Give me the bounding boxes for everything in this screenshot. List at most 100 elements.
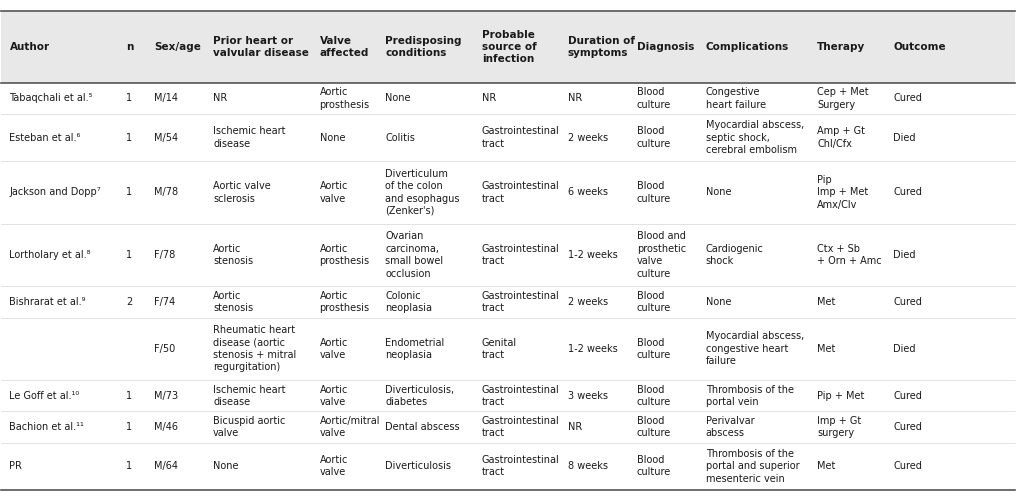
Text: Imp + Gt
surgery: Imp + Gt surgery xyxy=(817,416,862,438)
Text: Colitis: Colitis xyxy=(385,132,416,142)
Text: Aortic
valve: Aortic valve xyxy=(320,384,347,407)
Text: Cured: Cured xyxy=(893,297,922,307)
Text: Diagnosis: Diagnosis xyxy=(637,42,694,52)
Text: Aortic
valve: Aortic valve xyxy=(320,455,347,478)
Text: M/78: M/78 xyxy=(154,187,179,197)
Text: 8 weeks: 8 weeks xyxy=(568,461,608,471)
Text: Aortic
prosthesis: Aortic prosthesis xyxy=(320,244,370,266)
Text: Complications: Complications xyxy=(705,42,788,52)
Text: Met: Met xyxy=(817,297,835,307)
Text: Aortic valve
sclerosis: Aortic valve sclerosis xyxy=(213,181,271,203)
Text: Cured: Cured xyxy=(893,461,922,471)
Text: None: None xyxy=(213,461,239,471)
Text: Myocardial abscess,
congestive heart
failure: Myocardial abscess, congestive heart fai… xyxy=(705,331,804,366)
Text: Cured: Cured xyxy=(893,187,922,197)
Text: Lortholary et al.⁸: Lortholary et al.⁸ xyxy=(9,250,91,260)
Text: F/74: F/74 xyxy=(154,297,176,307)
Text: Blood and
prosthetic
valve
culture: Blood and prosthetic valve culture xyxy=(637,231,686,279)
Text: Probable
source of
infection: Probable source of infection xyxy=(482,30,536,64)
Text: Cardiogenic
shock: Cardiogenic shock xyxy=(705,244,763,266)
Text: Sex/age: Sex/age xyxy=(154,42,201,52)
Text: Gastrointestinal
tract: Gastrointestinal tract xyxy=(482,244,560,266)
Text: Diverticulosis,
diabetes: Diverticulosis, diabetes xyxy=(385,384,454,407)
Text: Gastrointestinal
tract: Gastrointestinal tract xyxy=(482,126,560,149)
Text: Thrombosis of the
portal vein: Thrombosis of the portal vein xyxy=(705,384,793,407)
Text: Tabaqchali et al.⁵: Tabaqchali et al.⁵ xyxy=(9,93,93,104)
Text: Blood
culture: Blood culture xyxy=(637,338,671,360)
Text: 2: 2 xyxy=(126,297,132,307)
Text: M/14: M/14 xyxy=(154,93,179,104)
Text: Blood
culture: Blood culture xyxy=(637,181,671,203)
Text: Ovarian
carcinoma,
small bowel
occlusion: Ovarian carcinoma, small bowel occlusion xyxy=(385,231,444,279)
Text: Cep + Met
Surgery: Cep + Met Surgery xyxy=(817,87,869,110)
Text: Blood
culture: Blood culture xyxy=(637,416,671,438)
Text: Jackson and Dopp⁷: Jackson and Dopp⁷ xyxy=(9,187,102,197)
Bar xyxy=(1,11,1015,83)
Text: None: None xyxy=(385,93,410,104)
Text: Gastrointestinal
tract: Gastrointestinal tract xyxy=(482,455,560,478)
Text: 1-2 weeks: 1-2 weeks xyxy=(568,344,618,354)
Text: Diverticulosis: Diverticulosis xyxy=(385,461,451,471)
Text: Pip + Met: Pip + Met xyxy=(817,391,865,401)
Text: Predisposing
conditions: Predisposing conditions xyxy=(385,36,462,58)
Text: Ischemic heart
disease: Ischemic heart disease xyxy=(213,384,285,407)
Text: Blood
culture: Blood culture xyxy=(637,455,671,478)
Text: None: None xyxy=(320,132,345,142)
Text: 1: 1 xyxy=(126,132,132,142)
Text: Duration of
symptoms: Duration of symptoms xyxy=(568,36,635,58)
Text: Le Goff et al.¹⁰: Le Goff et al.¹⁰ xyxy=(9,391,79,401)
Text: Met: Met xyxy=(817,344,835,354)
Text: Blood
culture: Blood culture xyxy=(637,291,671,313)
Text: M/64: M/64 xyxy=(154,461,179,471)
Text: Aortic
prosthesis: Aortic prosthesis xyxy=(320,87,370,110)
Text: Colonic
neoplasia: Colonic neoplasia xyxy=(385,291,433,313)
Text: NR: NR xyxy=(482,93,496,104)
Text: Prior heart or
valvular disease: Prior heart or valvular disease xyxy=(213,36,309,58)
Text: Gastrointestinal
tract: Gastrointestinal tract xyxy=(482,181,560,203)
Text: Esteban et al.⁶: Esteban et al.⁶ xyxy=(9,132,81,142)
Text: Outcome: Outcome xyxy=(893,42,946,52)
Text: Bachion et al.¹¹: Bachion et al.¹¹ xyxy=(9,422,84,432)
Text: 1: 1 xyxy=(126,187,132,197)
Text: Gastrointestinal
tract: Gastrointestinal tract xyxy=(482,291,560,313)
Text: Died: Died xyxy=(893,344,915,354)
Text: Aortic/mitral
valve: Aortic/mitral valve xyxy=(320,416,380,438)
Text: NR: NR xyxy=(213,93,228,104)
Text: 1: 1 xyxy=(126,391,132,401)
Text: Blood
culture: Blood culture xyxy=(637,87,671,110)
Text: Author: Author xyxy=(9,42,50,52)
Text: Aortic
prosthesis: Aortic prosthesis xyxy=(320,291,370,313)
Text: None: None xyxy=(705,187,732,197)
Text: Cured: Cured xyxy=(893,93,922,104)
Text: Pip
Imp + Met
Amx/Clv: Pip Imp + Met Amx/Clv xyxy=(817,175,869,210)
Text: 2 weeks: 2 weeks xyxy=(568,132,608,142)
Text: Met: Met xyxy=(817,461,835,471)
Text: Bishrarat et al.⁹: Bishrarat et al.⁹ xyxy=(9,297,86,307)
Text: PR: PR xyxy=(9,461,22,471)
Text: Therapy: Therapy xyxy=(817,42,866,52)
Text: Aortic
stenosis: Aortic stenosis xyxy=(213,291,253,313)
Text: Myocardial abscess,
septic shock,
cerebral embolism: Myocardial abscess, septic shock, cerebr… xyxy=(705,120,804,155)
Text: 2 weeks: 2 weeks xyxy=(568,297,608,307)
Text: Bicuspid aortic
valve: Bicuspid aortic valve xyxy=(213,416,285,438)
Text: Gastrointestinal
tract: Gastrointestinal tract xyxy=(482,384,560,407)
Text: M/54: M/54 xyxy=(154,132,179,142)
Text: NR: NR xyxy=(568,93,582,104)
Text: NR: NR xyxy=(568,422,582,432)
Text: Endometrial
neoplasia: Endometrial neoplasia xyxy=(385,338,445,360)
Text: Ctx + Sb
+ Orn + Amc: Ctx + Sb + Orn + Amc xyxy=(817,244,882,266)
Text: Thrombosis of the
portal and superior
mesenteric vein: Thrombosis of the portal and superior me… xyxy=(705,449,800,484)
Text: M/46: M/46 xyxy=(154,422,179,432)
Text: 1: 1 xyxy=(126,422,132,432)
Text: Cured: Cured xyxy=(893,422,922,432)
Text: Dental abscess: Dental abscess xyxy=(385,422,460,432)
Text: None: None xyxy=(705,297,732,307)
Text: Blood
culture: Blood culture xyxy=(637,384,671,407)
Text: F/78: F/78 xyxy=(154,250,176,260)
Text: 1: 1 xyxy=(126,93,132,104)
Text: Died: Died xyxy=(893,132,915,142)
Text: 1: 1 xyxy=(126,461,132,471)
Text: Aortic
valve: Aortic valve xyxy=(320,338,347,360)
Text: F/50: F/50 xyxy=(154,344,176,354)
Text: Ischemic heart
disease: Ischemic heart disease xyxy=(213,126,285,149)
